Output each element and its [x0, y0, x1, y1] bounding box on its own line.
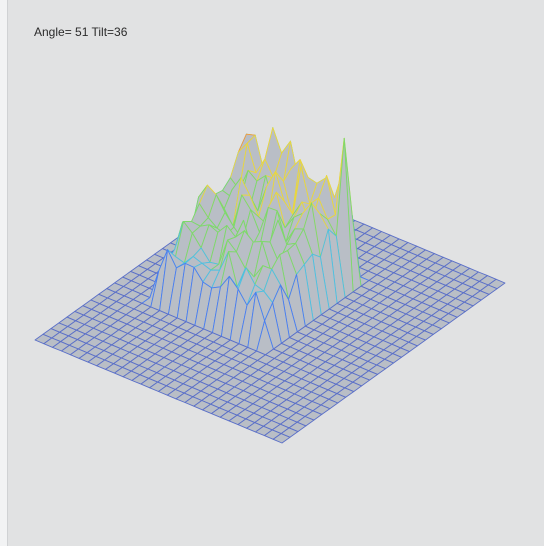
- view-angle-label: Angle= 51 Tilt=36: [34, 25, 128, 39]
- viewport-left-edge: [0, 0, 8, 546]
- surface-cell: [272, 433, 291, 444]
